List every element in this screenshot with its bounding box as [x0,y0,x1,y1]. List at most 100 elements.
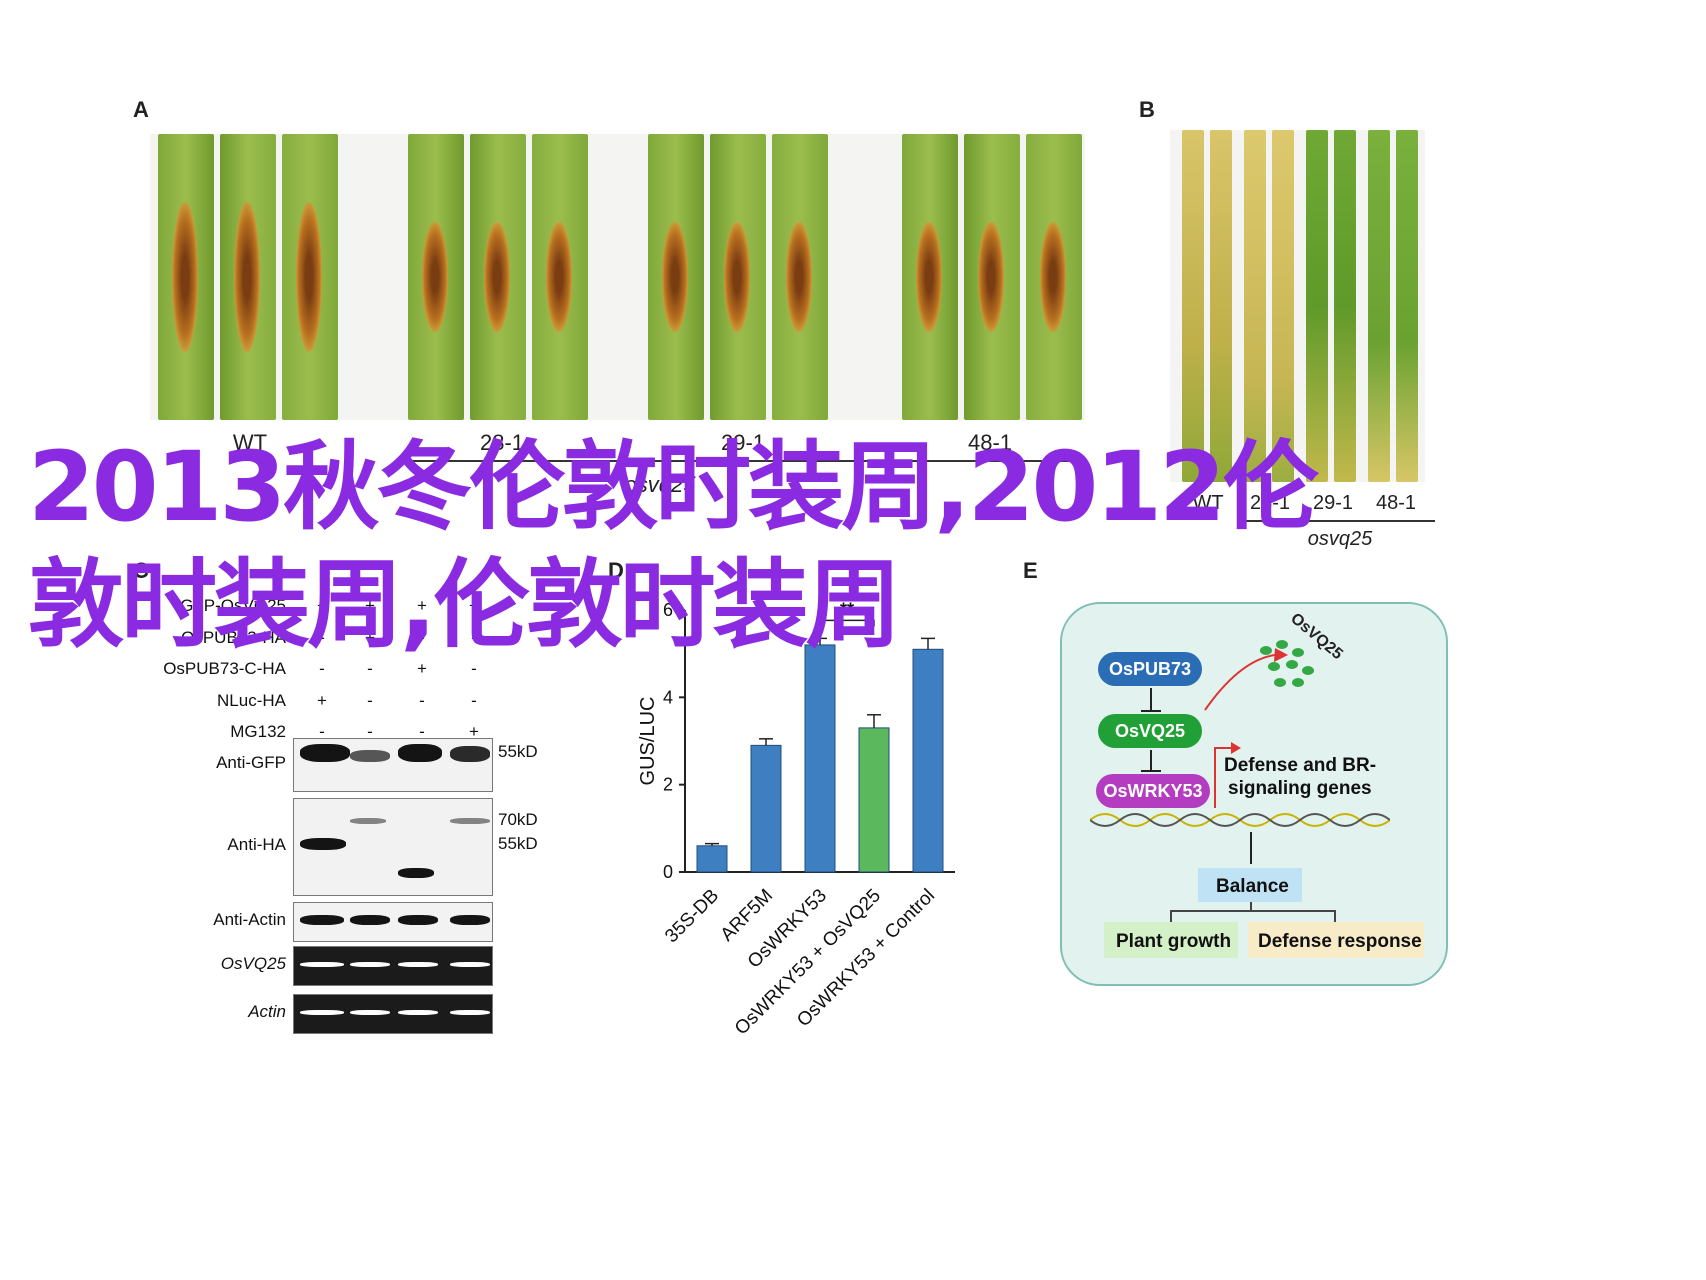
wb-sign: + [417,596,427,615]
panel-b-group-label: WT [1192,492,1224,514]
wb-sign: + [317,596,327,615]
bar [858,727,890,873]
degraded-protein-dot [1286,660,1298,669]
wb-sign: - [319,627,325,647]
degradation-arrow [1204,648,1288,711]
wb-band [300,962,344,967]
bar [912,648,944,873]
wb-sign: - [367,659,373,678]
oswrky53-node: OsWRKY53 [1096,774,1210,808]
y-tick-label: 2 [663,775,673,795]
wb-band [450,962,490,967]
wb-sign: - [419,627,425,647]
wb-sign: - [319,659,325,678]
wb-band [398,1010,438,1015]
leaf-lesion [1040,222,1066,332]
wb-row-label: OsPUB73-HA [181,627,286,647]
wb-row-label: NLuc-HA [217,690,286,710]
panel-a-group-label: 29-1 [720,430,766,455]
wb-band [300,838,346,850]
panel-a-leaf [220,134,276,420]
gus-luc-chart-svg: 0 2 4 6 GUS/LUC ** [637,599,955,882]
leaf-lesion [296,202,322,352]
wb-blot-label: Actin [248,1002,286,1021]
panel-d-letter: D [608,558,624,583]
inhibit-bar-2 [1141,770,1161,772]
plant-growth-box [1104,922,1238,958]
panel-a-leaf [902,134,958,420]
wb-blot-label: Anti-Actin [213,910,286,929]
panel-a-gene-label: osvq25 [624,472,696,497]
leaf-lesion [916,222,942,332]
panel-e-letter: E [1023,558,1038,583]
plant-growth-label: Plant growth [1116,931,1232,952]
wb-sign: - [319,722,325,741]
wb-band [398,915,438,925]
panel-b-group-label: 48-1 [1375,492,1417,514]
bracket-stem [1250,902,1252,912]
inhibit-bar-1 [1141,710,1161,712]
panel-b-group-label: 29-1 [1312,492,1354,514]
panel-a-gene-rule [410,460,1070,462]
wb-band [300,1010,344,1015]
wb-sign: - [471,659,477,678]
leaf-lesion [484,222,510,332]
wb-blot-label: Anti-HA [227,835,286,854]
dna-to-balance-arrow [1250,832,1252,864]
wb-band [450,818,490,824]
wb-band [450,746,490,762]
wb-sign: - [419,690,425,710]
panel-a-leaf [772,134,828,420]
wb-sign: - [471,690,477,710]
inhibit-arrow-2 [1150,750,1152,772]
wb-sign: + [417,659,427,678]
bracket-bar [1170,910,1336,912]
bracket-left [1170,910,1172,922]
wb-band [350,1010,390,1015]
y-tick-label: 0 [663,862,673,882]
significance-bracket [819,619,875,627]
defense-response-box [1248,922,1424,958]
panel-b-group-label: 28-1 [1249,492,1291,514]
panel-b-letter: B [1139,97,1155,122]
panel-b-leaf [1244,130,1266,482]
wb-sign: + [365,627,375,647]
bracket-right [1334,910,1336,922]
defense-response-label: Defense response [1258,931,1422,952]
wb-blot-label: Anti-GFP [216,753,286,772]
dna-helix [1090,813,1390,827]
ospub73-node: OsPUB73 [1098,652,1202,686]
panel-a-leaf [710,134,766,420]
panel-b-leaf-photo [1170,130,1425,482]
osvq25-node: OsVQ25 [1098,714,1202,748]
wb-band [450,1010,490,1015]
leaf-lesion [234,202,260,352]
leaf-lesion [978,222,1004,332]
panel-c-letter: C [133,558,149,583]
panel-a-leaf [1026,134,1082,420]
panel-a-leaf-photo [150,134,1085,420]
degraded-protein-dot [1274,678,1286,687]
wb-row-label: GFP-OsVQ25 [180,596,286,615]
wb-band [398,868,434,878]
y-axis-title: GUS/LUC [637,697,659,786]
panel-a-leaf [282,134,338,420]
panel-b-leaf [1272,130,1294,482]
degraded-osvq25-dots [1260,640,1340,700]
leaf-lesion [172,202,198,352]
leaf-lesion [786,222,812,332]
wb-sign: - [419,722,425,741]
panel-b-gene-label: osvq25 [1307,528,1373,550]
overlay-title-text: 2013秋冬伦敦时装周,2012伦敦时装周,伦敦时装周 [28,431,1319,661]
wb-band [350,962,390,967]
overlay-title: 2013秋冬伦敦时装周,2012伦敦时装周,伦敦时装周 [28,428,1328,664]
panel-a-leaf [470,134,526,420]
wb-sign: - [471,627,477,647]
panel-b-leaf [1334,130,1356,482]
gus-luc-chart: 0 2 4 6 GUS/LUC ** [610,599,970,1080]
panel-b-leaf [1368,130,1390,482]
degraded-protein-dot [1302,666,1314,675]
degraded-protein-dot [1292,678,1304,687]
panel-a-leaf [964,134,1020,420]
wb-sign: - [367,690,373,710]
